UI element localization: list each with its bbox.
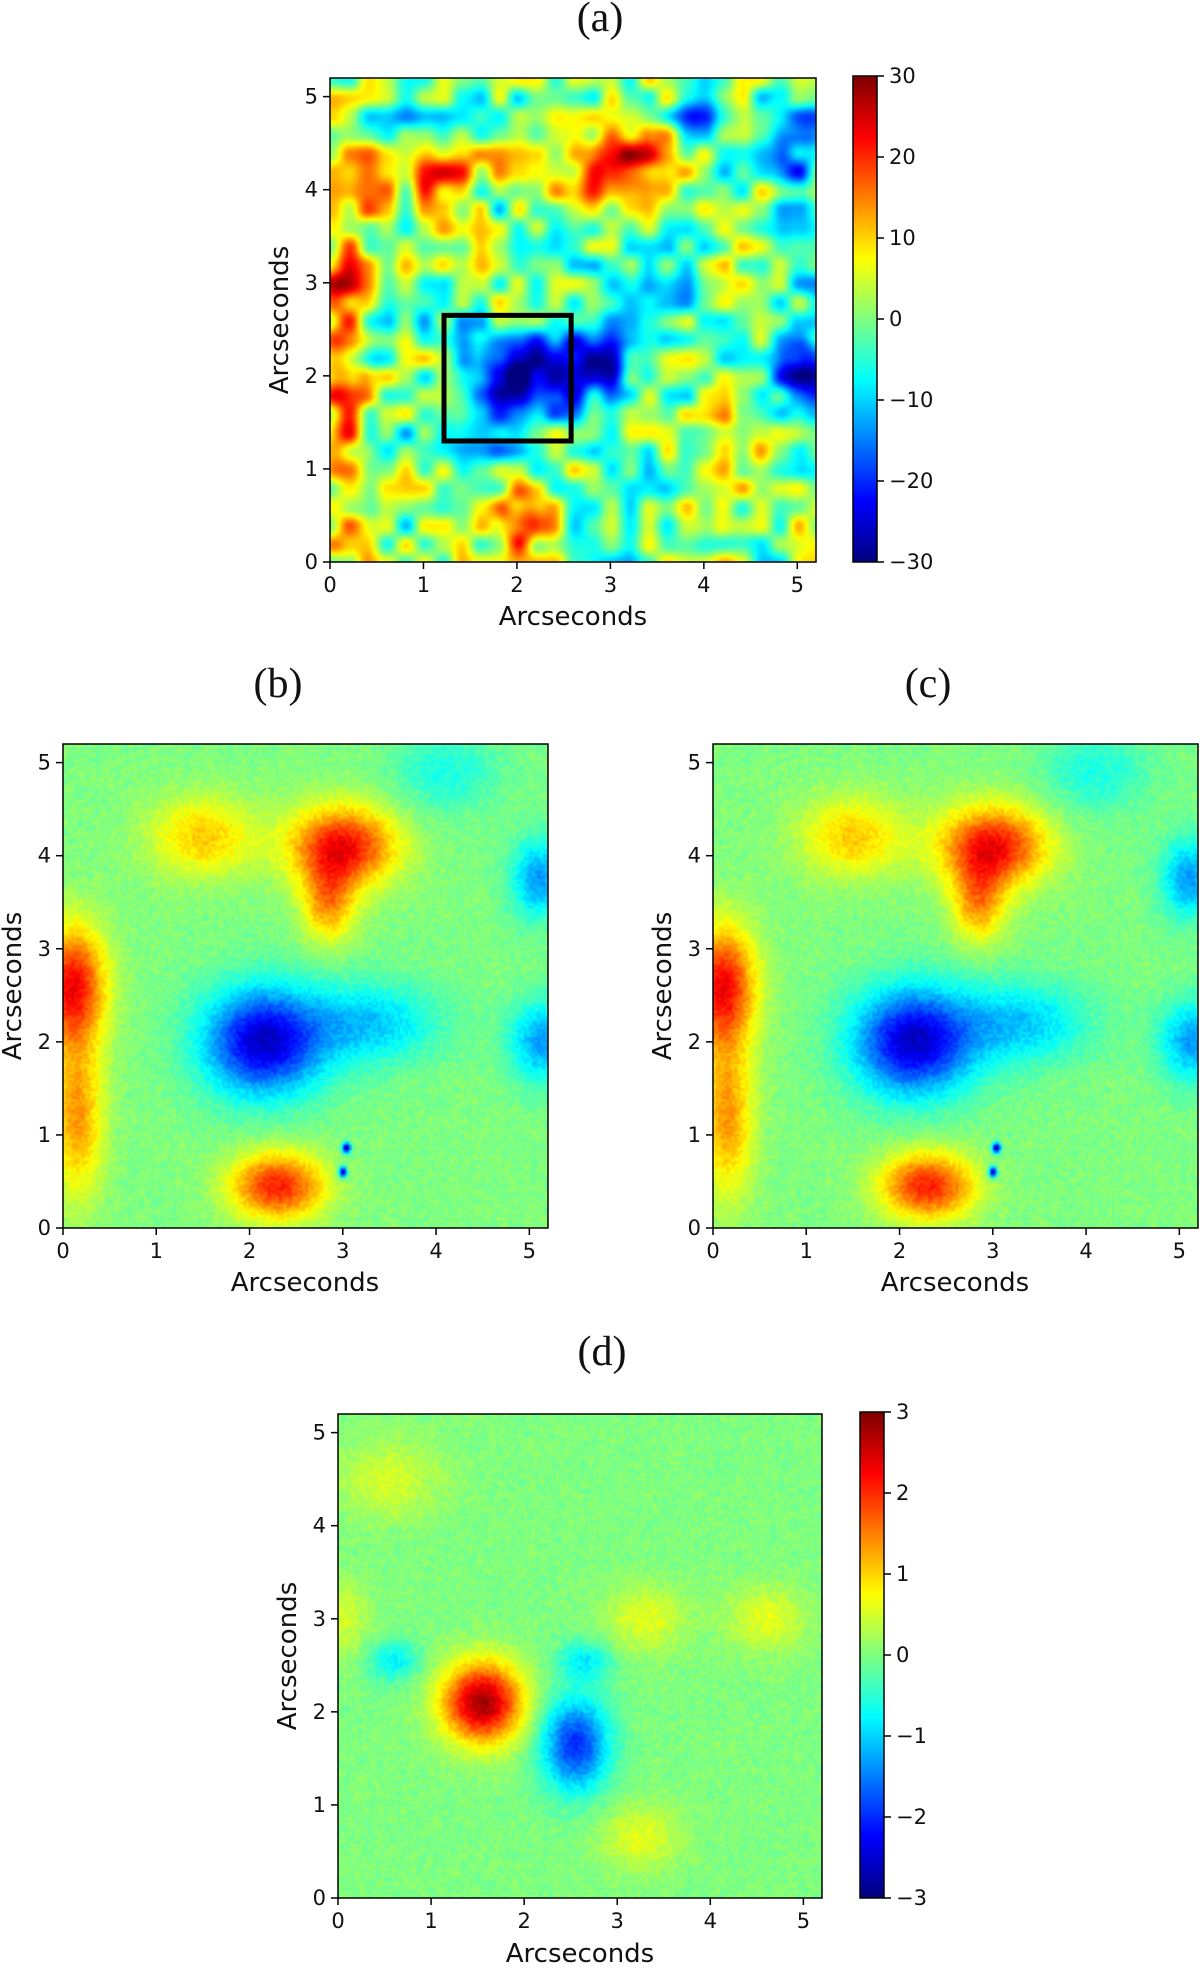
plot-frame-b (62, 743, 549, 1229)
x-ticks-a: 0 1 2 3 4 5 (323, 562, 804, 597)
chart-panel-c: 0 1 2 3 4 5 0 1 2 3 4 5 Arcseconds Arcseconds (650, 743, 1199, 1298)
x-tick-label: 3 (604, 573, 617, 597)
y-tick-label: 0 (305, 550, 318, 574)
y-tick-label: 2 (38, 1030, 51, 1054)
colorbar-ticks-a: 30 20 10 0 −10 −20 −30 (877, 64, 933, 574)
y-ticks-a: 0 1 2 3 4 5 (305, 85, 330, 574)
x-tick-label: 0 (331, 1909, 344, 1933)
roi-box (441, 312, 574, 444)
plot-frame-a (329, 77, 817, 563)
colorbar-tick-label: 30 (889, 64, 916, 88)
x-ticks-d: 0 1 2 3 4 5 (331, 1898, 810, 1933)
x-axis-label-b: Arcseconds (231, 1268, 379, 1298)
colorbar-tick-label: −3 (896, 1886, 927, 1910)
y-tick-label: 4 (38, 844, 51, 868)
x-tick-label: 5 (797, 1909, 810, 1933)
colorbar-tick-label: −1 (896, 1724, 927, 1748)
y-tick-label: 0 (688, 1216, 701, 1240)
chart-panel-b: 0 1 2 3 4 5 0 1 2 3 4 5 Arcseconds Arcseconds (0, 743, 549, 1298)
y-tick-label: 4 (688, 844, 701, 868)
colorbar-tick-label: 0 (896, 1643, 909, 1667)
x-tick-label: 5 (791, 573, 804, 597)
x-tick-label: 5 (523, 1239, 536, 1263)
colorbar-ticks-d: 3 2 1 0 −1 −2 −3 (884, 1400, 927, 1910)
x-tick-label: 0 (56, 1239, 69, 1263)
y-tick-label: 3 (305, 271, 318, 295)
y-tick-label: 3 (688, 937, 701, 961)
x-tick-label: 2 (893, 1239, 906, 1263)
y-axis-label-a: Arcseconds (265, 246, 295, 394)
y-axis-label-c: Arcseconds (650, 912, 678, 1060)
x-tick-label: 1 (800, 1239, 813, 1263)
colorbar-tick-label: −20 (889, 469, 933, 493)
y-tick-label: 4 (305, 178, 318, 202)
y-tick-label: 5 (305, 85, 318, 109)
colorbar-d (860, 1412, 884, 1898)
y-ticks-b: 0 1 2 3 4 5 (38, 751, 63, 1240)
y-ticks-d: 0 1 2 3 4 5 (313, 1421, 338, 1910)
y-tick-label: 2 (688, 1030, 701, 1054)
heatmap-b (63, 744, 548, 1228)
y-axis-label-b: Arcseconds (0, 912, 28, 1060)
colorbar-tick-label: 10 (889, 226, 916, 250)
x-tick-label: 2 (517, 1909, 530, 1933)
panel-label-b: (b) (253, 661, 303, 707)
x-ticks-b: 0 1 2 3 4 5 (56, 1228, 536, 1263)
x-tick-label: 3 (986, 1239, 999, 1263)
y-tick-label: 1 (305, 457, 318, 481)
heatmap-c (713, 744, 1198, 1228)
colorbar-tick-label: −30 (889, 550, 933, 574)
y-tick-label: 4 (313, 1514, 326, 1538)
x-tick-label: 1 (150, 1239, 163, 1263)
y-tick-label: 1 (688, 1123, 701, 1147)
y-tick-label: 3 (38, 937, 51, 961)
y-tick-label: 5 (38, 751, 51, 775)
plot-frame-c (712, 743, 1199, 1229)
x-tick-label: 5 (1173, 1239, 1186, 1263)
heatmap-d (338, 1414, 822, 1898)
x-axis-label-a: Arcseconds (499, 602, 647, 632)
x-axis-label-d: Arcseconds (506, 1939, 654, 1969)
y-tick-label: 5 (313, 1421, 326, 1445)
x-tick-label: 1 (424, 1909, 437, 1933)
panel-label-c: (c) (904, 661, 952, 707)
x-tick-label: 1 (417, 573, 430, 597)
panel-label-a: (a) (576, 0, 624, 41)
x-tick-label: 2 (243, 1239, 256, 1263)
x-tick-label: 4 (697, 573, 710, 597)
colorbar-tick-label: 3 (896, 1400, 909, 1424)
x-axis-label-c: Arcseconds (881, 1268, 1029, 1298)
y-tick-label: 0 (313, 1886, 326, 1910)
y-tick-label: 2 (305, 364, 318, 388)
x-tick-label: 4 (429, 1239, 442, 1263)
y-tick-label: 2 (313, 1700, 326, 1724)
y-tick-label: 5 (688, 751, 701, 775)
y-tick-label: 1 (313, 1793, 326, 1817)
colorbar-tick-label: −2 (896, 1805, 927, 1829)
y-ticks-c: 0 1 2 3 4 5 (688, 751, 713, 1240)
colorbar-a (853, 76, 877, 562)
plot-frame-d (337, 1413, 823, 1899)
colorbar-tick-label: 0 (889, 307, 902, 331)
panel-label-d: (d) (577, 1329, 627, 1375)
x-tick-label: 0 (706, 1239, 719, 1263)
y-tick-label: 1 (38, 1123, 51, 1147)
x-tick-label: 3 (336, 1239, 349, 1263)
y-axis-label-d: Arcseconds (273, 1582, 303, 1730)
x-tick-label: 0 (323, 573, 336, 597)
colorbar-tick-label: −10 (889, 388, 933, 412)
colorbar-tick-label: 2 (896, 1481, 909, 1505)
x-ticks-c: 0 1 2 3 4 5 (706, 1228, 1186, 1263)
y-tick-label: 0 (38, 1216, 51, 1240)
colorbar-tick-label: 1 (896, 1562, 909, 1586)
x-tick-label: 4 (704, 1909, 717, 1933)
chart-panel-a: 0 1 2 3 4 5 0 1 2 3 4 5 Arcseconds Arcseconds 30 20… (265, 64, 933, 632)
y-tick-label: 3 (313, 1607, 326, 1631)
x-tick-label: 2 (510, 573, 523, 597)
x-tick-label: 3 (611, 1909, 624, 1933)
x-tick-label: 4 (1079, 1239, 1092, 1263)
colorbar-tick-label: 20 (889, 145, 916, 169)
